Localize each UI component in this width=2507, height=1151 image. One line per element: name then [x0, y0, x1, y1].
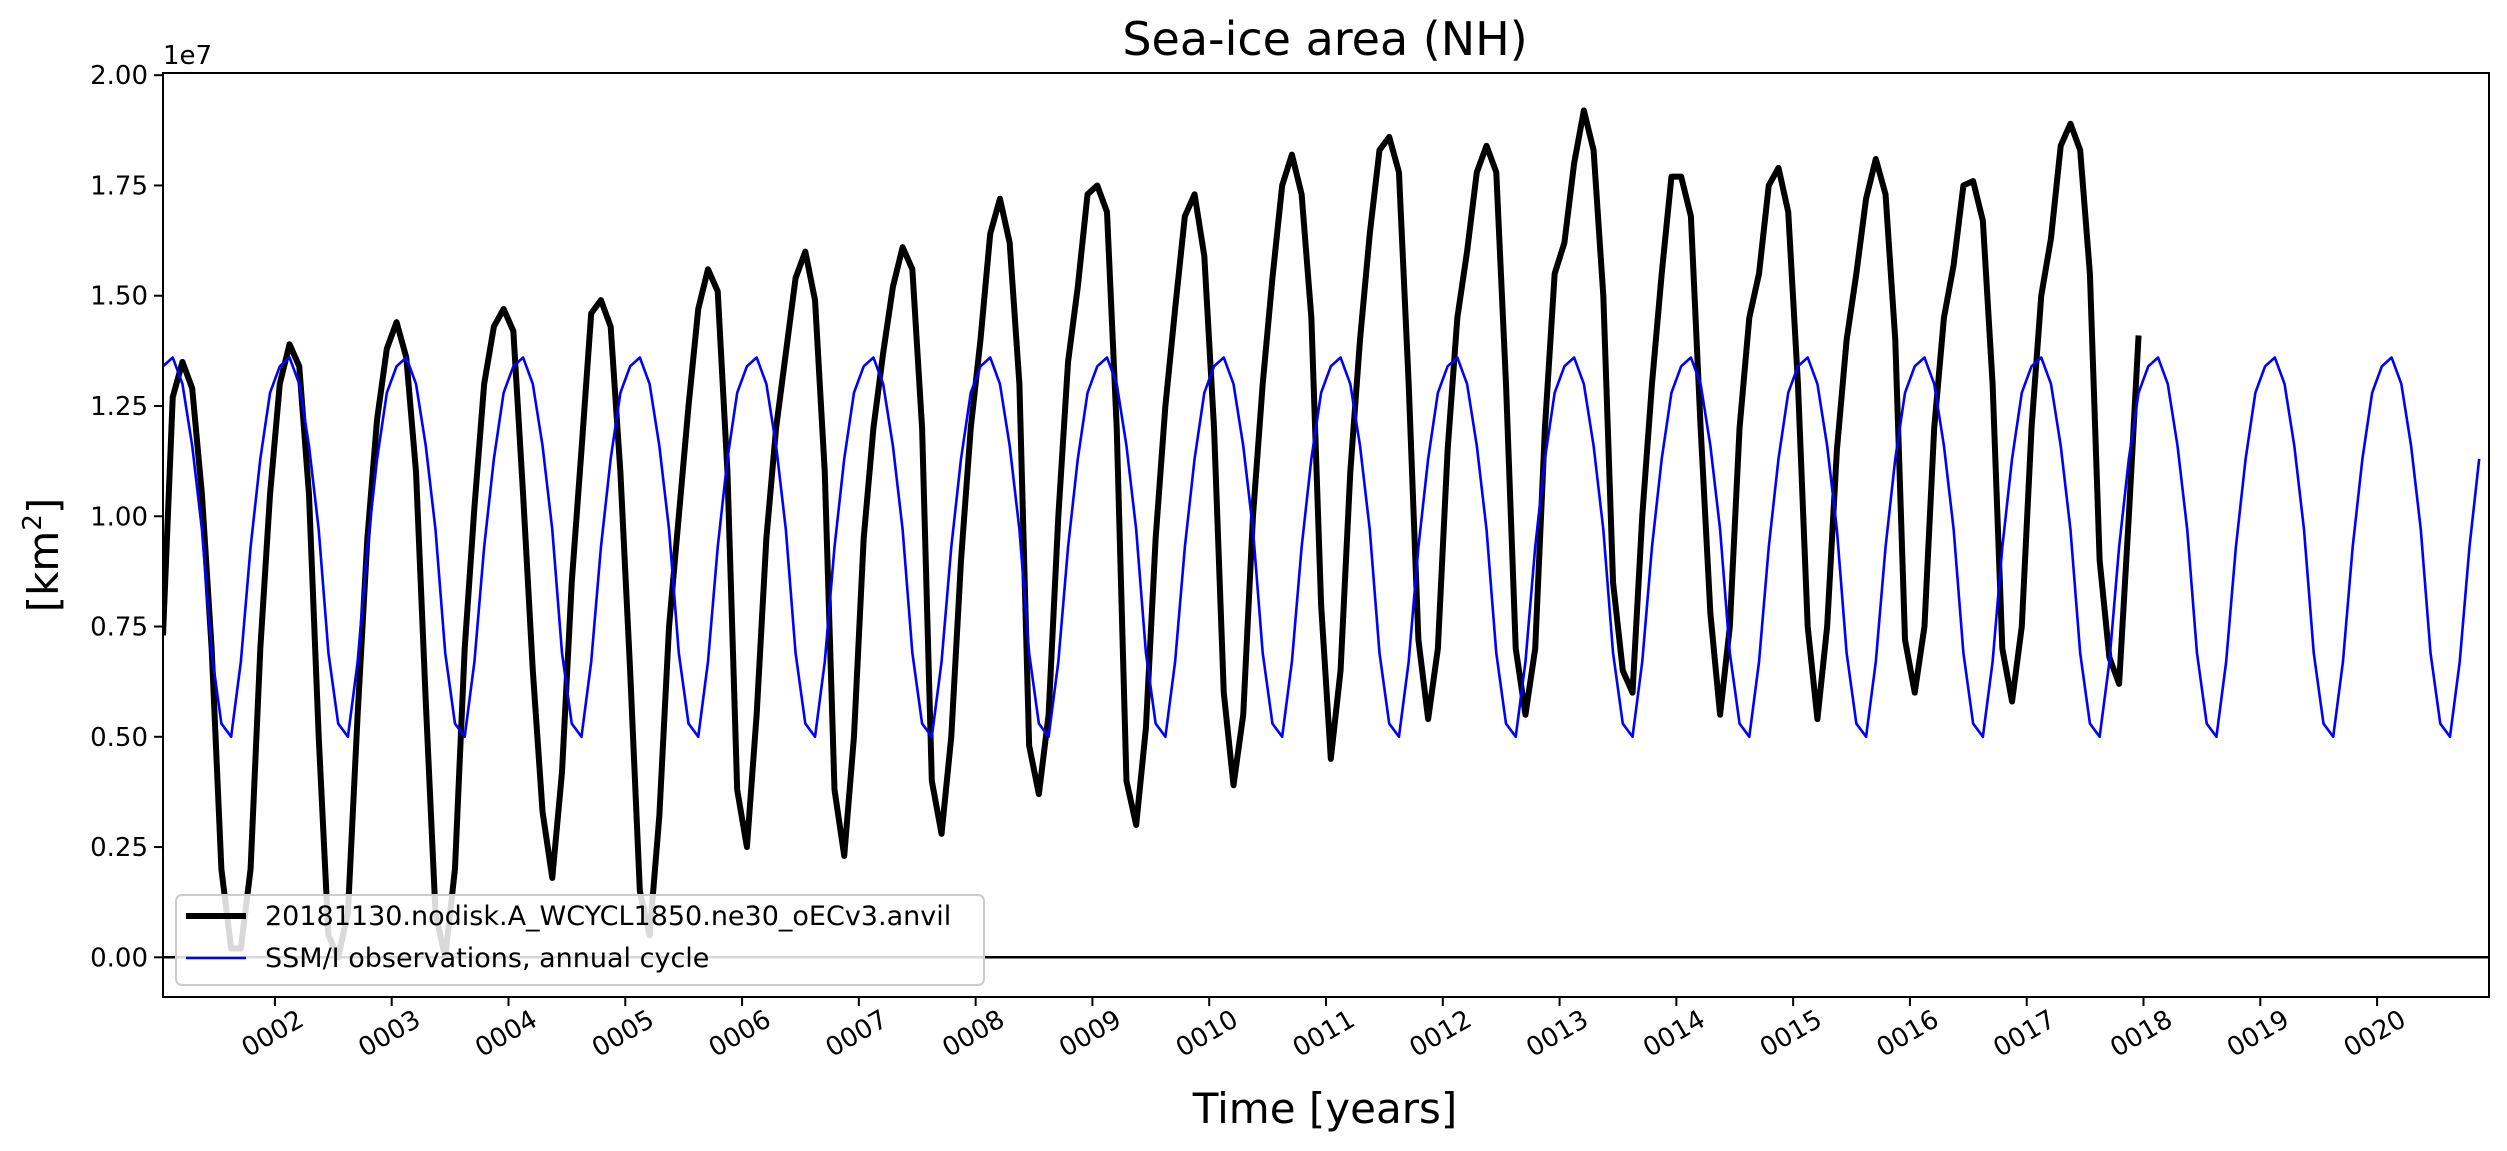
legend: 20181130.nodisk.A_WCYCL1850.ne30_oECv3.a…	[175, 894, 985, 986]
x-tick-label: 0014	[1638, 1005, 1710, 1064]
x-tick-label: 0006	[704, 1005, 776, 1064]
x-tick-label: 0016	[1872, 1005, 1944, 1064]
series-line-model	[163, 107, 2142, 961]
y-axis-label-sup: 2	[18, 514, 48, 531]
x-tick-label: 0005	[587, 1005, 659, 1064]
y-tick-label: 0.75	[90, 613, 148, 643]
x-axis-label: Time [years]	[1192, 1084, 1458, 1133]
x-tick-label: 0011	[1288, 1005, 1360, 1064]
y-tick-label: 0.00	[90, 943, 148, 973]
legend-box	[175, 894, 985, 986]
x-tick-label: 0017	[1989, 1005, 2061, 1064]
legend-label-model: 20181130.nodisk.A_WCYCL1850.ne30_oECv3.a…	[265, 901, 951, 932]
series-line-observations	[163, 356, 2481, 739]
y-tick-label: 1.00	[90, 502, 148, 532]
x-tick-label: 0002	[237, 1005, 309, 1064]
x-tick-label: 0007	[821, 1005, 893, 1064]
x-tick-label: 0003	[354, 1005, 426, 1064]
x-tick-label: 0020	[2339, 1005, 2411, 1064]
x-tick-label: 0015	[1755, 1005, 1827, 1064]
y-axis-label: [km2]	[18, 498, 68, 613]
x-tick-label: 0010	[1171, 1005, 1243, 1064]
svg-text:[km2]: [km2]	[18, 498, 68, 613]
x-tick-label: 0012	[1405, 1005, 1477, 1064]
y-axis-label-main: [km	[19, 531, 68, 613]
x-tick-label: 0009	[1054, 1005, 1126, 1064]
x-tick-label: 0013	[1521, 1005, 1593, 1064]
y-tick-label: 1.75	[90, 171, 148, 201]
plot-layer: 0.00 0.25 0.50 0.75 1.00 1.25 1.50 1.75 2.00 0002…	[90, 61, 2490, 1064]
x-tick-label: 0018	[2105, 1005, 2177, 1064]
y-tick-label: 2.00	[90, 61, 148, 91]
x-tick-label: 0019	[2222, 1005, 2294, 1064]
plot-frame	[162, 72, 2490, 998]
x-tick-label: 0004	[470, 1005, 542, 1064]
y-offset-text: 1e7	[163, 41, 212, 71]
y-tick-label: 1.25	[90, 392, 148, 422]
y-tick-label: 0.25	[90, 833, 148, 863]
y-axis-label-close: ]	[19, 498, 68, 514]
y-tick-label: 1.50	[90, 282, 148, 312]
y-tick-label: 0.50	[90, 723, 148, 753]
x-tick-label: 0008	[937, 1005, 1009, 1064]
legend-label-observations: SSM/I observations, annual cycle	[265, 943, 709, 974]
chart-title: Sea-ice area (NH)	[1122, 12, 1527, 66]
